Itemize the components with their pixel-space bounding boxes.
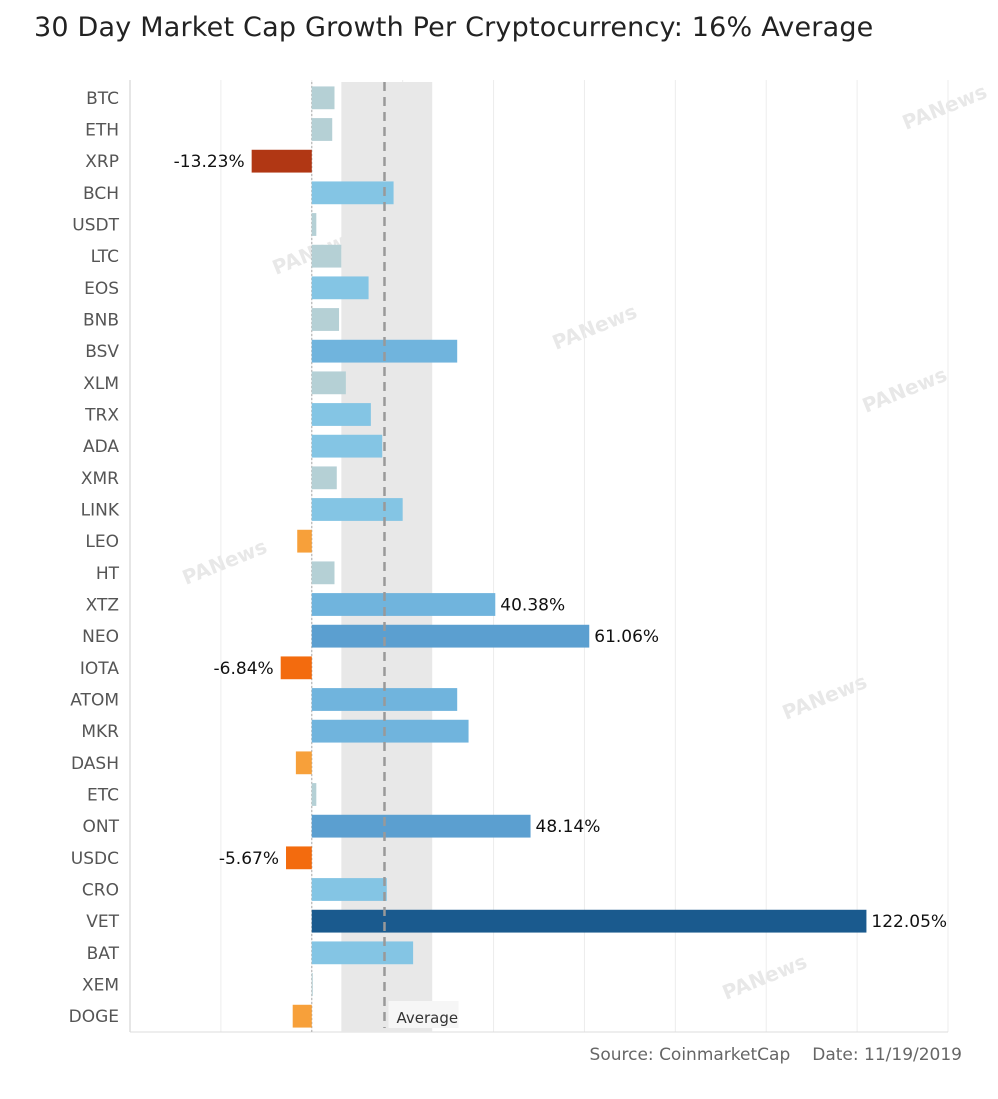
bar-trx [311, 403, 371, 426]
category-label-link: LINK [81, 501, 120, 521]
data-label-neo: 61.06% [594, 627, 659, 647]
bar-btc [311, 86, 335, 110]
data-label-xrp: -13.23% [174, 152, 245, 172]
category-label-xmr: XMR [81, 469, 119, 489]
category-label-mkr: MKR [81, 722, 119, 742]
category-label-eth: ETH [85, 121, 119, 141]
category-label-leo: LEO [85, 532, 119, 552]
category-label-xtz: XTZ [86, 596, 119, 616]
bar-dash [295, 751, 312, 775]
category-label-ht: HT [96, 564, 120, 584]
category-label-dash: DASH [71, 754, 119, 774]
category-label-ada: ADA [83, 437, 119, 457]
bar-vet [311, 909, 867, 933]
chart-title: 30 Day Market Cap Growth Per Cryptocurre… [34, 12, 874, 43]
category-label-bsv: BSV [85, 342, 119, 362]
bar-bnb [311, 308, 340, 331]
bar-link [311, 498, 403, 521]
data-label-xtz: 40.38% [500, 596, 565, 616]
category-label-vet: VET [86, 912, 119, 932]
chart-footer: Source: CoinmarketCap Date: 11/19/2019 [568, 1045, 962, 1065]
bar-doge [292, 1004, 312, 1028]
bar-ada [311, 434, 383, 458]
bar-xtz [311, 593, 496, 616]
bar-chart: BTC ETH XRP -13.23% BCH USDT LTC EOS BNB BSV XLM TR… [69, 80, 949, 1033]
category-label-xrp: XRP [85, 152, 119, 172]
category-label-bnb: BNB [83, 311, 119, 331]
bar-xrp [251, 149, 312, 173]
category-label-neo: NEO [82, 627, 119, 647]
bar-xlm [311, 371, 346, 395]
category-label-iota: IOTA [80, 659, 119, 679]
category-label-usdc: USDC [71, 849, 119, 869]
bar-xmr [311, 466, 337, 490]
bar-ltc [311, 244, 342, 268]
average-label: Average [396, 1009, 458, 1027]
average-label-box [388, 1001, 459, 1028]
data-label-vet: 122.05% [871, 912, 947, 932]
data-label-iota: -6.84% [214, 659, 274, 679]
bar-mkr [311, 719, 469, 743]
bar-bch [311, 181, 394, 205]
bar-ont [311, 814, 531, 838]
bar-etc [311, 783, 317, 806]
category-label-bat: BAT [87, 944, 120, 964]
data-label-usdc: -5.67% [219, 849, 279, 869]
category-label-usdt: USDT [72, 216, 119, 236]
bar-leo [297, 529, 312, 553]
bar-iota [280, 656, 312, 680]
bar-neo [311, 624, 590, 648]
category-label-atom: ATOM [70, 691, 119, 711]
bar-usdc [286, 846, 312, 870]
bar-usdt [311, 213, 317, 236]
category-label-bch: BCH [83, 184, 119, 204]
data-label-ont: 48.14% [536, 817, 601, 837]
bar-xem [311, 973, 313, 996]
bar-eos [311, 276, 369, 300]
bar-eth [311, 118, 333, 141]
category-label-eos: EOS [84, 279, 119, 299]
source-label: Source: CoinmarketCap [589, 1045, 791, 1065]
average-band [341, 82, 433, 1032]
category-label-xlm: XLM [83, 374, 119, 394]
category-label-etc: ETC [87, 786, 119, 806]
category-label-ltc: LTC [91, 247, 119, 267]
category-label-cro: CRO [82, 881, 119, 901]
bar-bat [311, 941, 414, 965]
category-label-doge: DOGE [69, 1007, 119, 1027]
bar-bsv [311, 339, 458, 363]
bar-ht [311, 561, 335, 585]
category-label-trx: TRX [84, 406, 119, 426]
category-label-btc: BTC [86, 89, 119, 109]
category-label-xem: XEM [82, 976, 119, 996]
date-label: Date: 11/19/2019 [812, 1045, 962, 1065]
bar-cro [311, 878, 387, 901]
category-label-ont: ONT [83, 817, 120, 837]
